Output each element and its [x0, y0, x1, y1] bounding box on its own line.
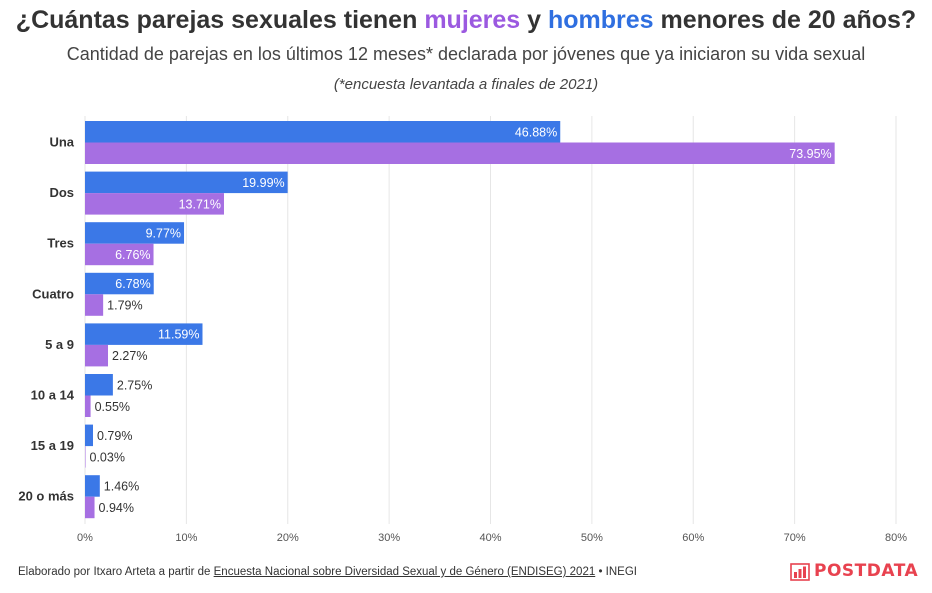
bar-mujeres	[85, 243, 154, 266]
logo-text: POSTDATA	[814, 561, 919, 581]
data-label-hombres: 6.78%	[115, 277, 150, 291]
bar-hombres	[85, 424, 94, 447]
title-hombres: hombres	[548, 6, 654, 34]
title-part1: ¿Cuántas parejas sexuales tienen	[15, 6, 425, 34]
x-tick-label: 40%	[479, 532, 501, 544]
bar-hombres	[85, 171, 288, 194]
postdata-logo[interactable]: POSTDATA	[790, 561, 918, 581]
data-label-hombres: 11.59%	[158, 328, 199, 342]
data-label-mujeres: 13.71%	[179, 197, 221, 211]
x-tick-label: 50%	[581, 532, 603, 544]
x-tick-label: 70%	[784, 532, 806, 544]
x-tick-label: 60%	[682, 532, 704, 544]
bar-hombres	[85, 323, 203, 345]
data-label-mujeres: 0.94%	[99, 501, 134, 515]
bar-hombres	[85, 121, 561, 143]
bar-mujeres	[85, 344, 109, 367]
category-label: 20 o más	[18, 489, 74, 504]
title-part3: menores de 20 años?	[653, 6, 917, 34]
x-tick-label: 10%	[175, 532, 197, 544]
bar-hombres	[85, 374, 113, 396]
category-label: 15 a 19	[31, 438, 74, 453]
bar-chart-icon	[790, 563, 810, 581]
footer-suffix: • INEGI	[595, 566, 637, 578]
data-label-hombres: 0.79%	[97, 429, 132, 443]
x-tick-label: 0%	[77, 532, 93, 544]
category-label: Dos	[49, 185, 74, 200]
x-tick-label: 80%	[885, 532, 907, 544]
bar-mujeres	[85, 395, 91, 417]
data-label-hombres: 46.88%	[515, 125, 557, 139]
bar-mujeres	[85, 294, 104, 316]
title-mujeres: mujeres	[424, 6, 521, 34]
data-label-hombres: 2.75%	[117, 378, 152, 392]
bar-mujeres	[85, 142, 835, 164]
data-label-mujeres: 0.03%	[90, 450, 125, 464]
data-label-hombres: 9.77%	[146, 226, 181, 240]
data-label-mujeres: 2.27%	[112, 349, 147, 363]
data-label-mujeres: 73.95%	[789, 147, 831, 161]
category-label: Cuatro	[32, 286, 74, 301]
category-label: 10 a 14	[31, 388, 75, 403]
category-label: 5 a 9	[45, 337, 74, 352]
category-label: Tres	[47, 236, 74, 251]
bar-mujeres	[85, 446, 86, 468]
category-label: Una	[49, 135, 74, 150]
footer-credit: Elaborado por Itxaro Arteta a partir de …	[18, 566, 637, 578]
data-label-hombres: 19.99%	[242, 176, 284, 190]
chart-subtitle: Cantidad de parejas en los últimos 12 me…	[66, 44, 866, 64]
bar-hombres	[85, 222, 185, 244]
bar-mujeres	[85, 496, 95, 519]
x-tick-label: 30%	[378, 532, 400, 544]
bar-hombres	[85, 475, 100, 497]
data-label-mujeres: 6.76%	[115, 248, 150, 262]
data-label-mujeres: 1.79%	[107, 299, 142, 313]
bar-mujeres	[85, 193, 224, 215]
footer-prefix: Elaborado por Itxaro Arteta a partir de	[18, 566, 214, 578]
chart-note: (*encuesta levantada a finales de 2021)	[333, 76, 599, 93]
source-link[interactable]: Encuesta Nacional sobre Diversidad Sexua…	[213, 566, 596, 578]
x-tick-label: 20%	[277, 532, 299, 544]
title-part2: y	[520, 6, 548, 34]
data-label-mujeres: 0.55%	[95, 400, 130, 414]
data-label-hombres: 1.46%	[104, 479, 139, 493]
chart-title: ¿Cuántas parejas sexuales tienen mujeres…	[0, 6, 932, 35]
bar-hombres	[85, 272, 154, 295]
